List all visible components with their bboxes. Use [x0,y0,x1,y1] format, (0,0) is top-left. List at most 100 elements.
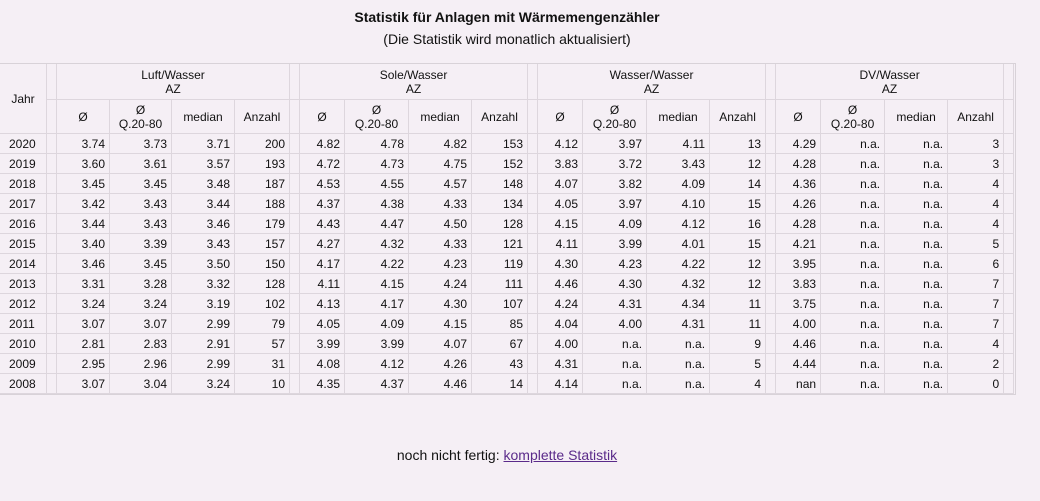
value-cell: 4.37 [300,194,346,214]
value-cell: 4.47 [345,214,410,234]
value-cell: 3 [948,134,1005,154]
gap-cell [47,334,57,354]
value-cell: 3.45 [110,254,172,274]
value-cell: 4.37 [345,374,410,394]
median-header: median [409,100,473,134]
value-cell: 31 [235,354,291,374]
value-cell: 4.31 [647,314,711,334]
gap-cell [766,100,777,134]
gap-cell [1004,274,1015,294]
gap-cell [1004,334,1015,354]
gap-cell [47,154,57,174]
value-cell: 11 [710,294,767,314]
table-row: 2011 3.07 3.07 2.99 79 4.05 4.09 4.15 85 4.04 4.00… [0,314,1015,334]
year-cell: 2014 [0,254,47,274]
gap-cell [1004,154,1015,174]
table-row: 2014 3.46 3.45 3.50 150 4.17 4.22 4.23 119 4.30 4.… [0,254,1015,274]
value-cell: 4.28 [776,154,822,174]
value-cell: 4.23 [583,254,648,274]
value-cell: 119 [472,254,529,274]
value-cell: 67 [472,334,529,354]
gap-cell [1004,294,1015,314]
value-cell: 4.24 [409,274,473,294]
value-cell: n.a. [885,234,949,254]
value-cell: 4 [710,374,767,394]
gap-cell [766,214,777,234]
value-cell: 3.44 [172,194,235,214]
value-cell: 79 [235,314,291,334]
value-cell: 3.46 [57,254,110,274]
gap-cell [528,154,539,174]
value-cell: 4.05 [300,314,346,334]
value-cell: 2.96 [110,354,172,374]
value-cell: 3.24 [110,294,172,314]
group-header-wasser-wasser: Wasser/Wasser AZ [538,64,767,100]
value-cell: 3.72 [583,154,648,174]
year-cell: 2012 [0,294,47,314]
value-cell: 9 [710,334,767,354]
value-cell: 4 [948,194,1005,214]
gap-cell [766,374,777,394]
value-cell: 4.14 [538,374,584,394]
value-cell: n.a. [821,334,886,354]
table-row: 2010 2.81 2.83 2.91 57 3.99 3.99 4.07 67 4.00 n.a.… [0,334,1015,354]
value-cell: 3.48 [172,174,235,194]
page-title: Statistik für Anlagen mit Wärmemengenzäh… [354,9,660,25]
gap-cell [290,374,301,394]
table-row: 2018 3.45 3.45 3.48 187 4.53 4.55 4.57 148 4.07 3.… [0,174,1015,194]
value-cell: 4.53 [300,174,346,194]
value-cell: 4.44 [776,354,822,374]
value-cell: 4.01 [647,234,711,254]
value-cell: 3.07 [57,314,110,334]
value-cell: 16 [710,214,767,234]
value-cell: 111 [472,274,529,294]
value-cell: 3.95 [776,254,822,274]
gap-cell [528,234,539,254]
value-cell: 134 [472,194,529,214]
gap-cell [290,194,301,214]
table-row: 2019 3.60 3.61 3.57 193 4.72 4.73 4.75 152 3.83 3.… [0,154,1015,174]
value-cell: n.a. [583,354,648,374]
value-cell: 12 [710,154,767,174]
gap-cell [528,374,539,394]
mean-header: Ø [776,100,822,134]
year-cell: 2009 [0,354,47,374]
value-cell: 4.15 [409,314,473,334]
mean-header: Ø [57,100,110,134]
value-cell: 4.09 [345,314,410,334]
value-cell: n.a. [583,334,648,354]
gap-cell [1004,174,1015,194]
full-statistics-link[interactable]: komplette Statistik [503,447,618,463]
median-header: median [885,100,949,134]
value-cell: 152 [472,154,529,174]
year-cell: 2016 [0,214,47,234]
value-cell: n.a. [885,134,949,154]
value-cell: 4.09 [647,174,711,194]
value-cell: 4.75 [409,154,473,174]
gap-cell [766,274,777,294]
value-cell: 7 [948,294,1005,314]
value-cell: 4.33 [409,194,473,214]
year-cell: 2010 [0,334,47,354]
value-cell: 3.83 [776,274,822,294]
gap-cell [47,234,57,254]
value-cell: 3.97 [583,134,648,154]
gap-cell [1004,374,1015,394]
value-cell: 6 [948,254,1005,274]
value-cell: 2.81 [57,334,110,354]
table-row: 2008 3.07 3.04 3.24 10 4.35 4.37 4.46 14 4.14 n.a.… [0,374,1015,394]
gap-cell [528,194,539,214]
value-cell: 4.28 [776,214,822,234]
quantile-mean-header: Ø Q.20-80 [821,100,886,134]
value-cell: 4.10 [647,194,711,214]
year-cell: 2013 [0,274,47,294]
value-cell: 4.30 [583,274,648,294]
value-cell: 4.11 [647,134,711,154]
table-row: 2009 2.95 2.96 2.99 31 4.08 4.12 4.26 43 4.31 n.a.… [0,354,1015,374]
value-cell: n.a. [821,294,886,314]
value-cell: 4.11 [538,234,584,254]
value-cell: 3.42 [57,194,110,214]
value-cell: 3.31 [57,274,110,294]
gap-cell [290,100,301,134]
value-cell: n.a. [647,374,711,394]
